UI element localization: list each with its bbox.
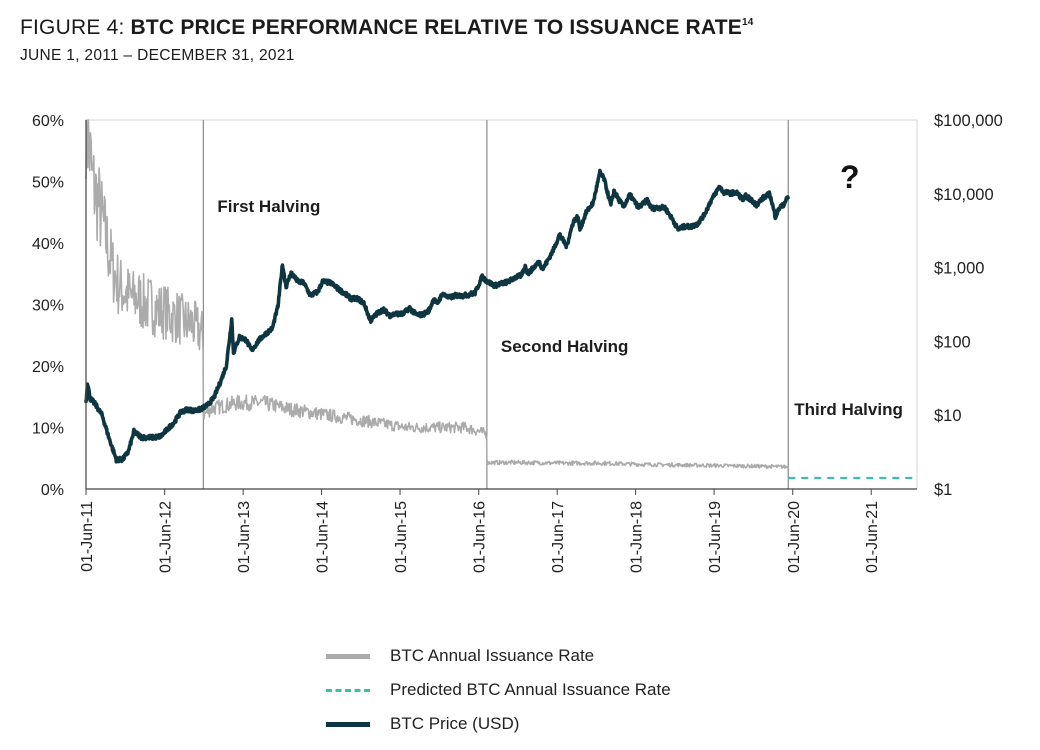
footnote-ref: 14 <box>741 17 754 28</box>
x-axis-tick-label: 01-Jun-18 <box>629 501 646 573</box>
left-axis-tick-label: 10% <box>32 421 64 438</box>
x-axis-tick-label: 01-Jun-14 <box>315 501 332 573</box>
left-axis-tick-label: 40% <box>32 236 64 253</box>
legend-item-predicted: Predicted BTC Annual Issuance Rate <box>326 678 671 702</box>
left-axis-tick-label: 30% <box>32 298 64 315</box>
right-axis-tick-label: $1,000 <box>934 260 984 278</box>
right-axis-tick-label: $1 <box>934 481 952 499</box>
x-axis-tick-label: 01-Jun-17 <box>550 501 567 573</box>
chart-subtitle: JUNE 1, 2011 – DECEMBER 31, 2021 <box>20 47 295 64</box>
x-axis-tick-label: 01-Jun-19 <box>707 501 724 573</box>
right-axis-tick-label: $100,000 <box>934 112 1003 130</box>
right-axis-tick-label: $10 <box>934 407 962 425</box>
right-axis-tick-label: $10,000 <box>934 186 994 204</box>
x-axis-tick-label: 01-Jun-13 <box>236 501 253 573</box>
legend-item-price: BTC Price (USD) <box>326 712 519 736</box>
legend-swatch-price <box>326 721 370 727</box>
left-axis-tick-label: 20% <box>32 359 64 376</box>
legend-swatch-predicted <box>326 688 370 692</box>
title-text: BTC PRICE PERFORMANCE RELATIVE TO ISSUAN… <box>130 16 742 39</box>
x-axis-tick-label: 01-Jun-16 <box>472 501 489 573</box>
legend-label-price: BTC Price (USD) <box>390 714 520 733</box>
figure-prefix: FIGURE 4: <box>20 16 131 39</box>
left-axis-tick-label: 0% <box>41 482 64 499</box>
legend-item-issuance: BTC Annual Issuance Rate <box>326 644 594 668</box>
x-axis-tick-label: 01-Jun-11 <box>79 501 96 572</box>
chart-title: FIGURE 4: BTC PRICE PERFORMANCE RELATIVE… <box>20 16 754 40</box>
legend-label-issuance: BTC Annual Issuance Rate <box>390 646 595 665</box>
legend-label-predicted: Predicted BTC Annual Issuance Rate <box>390 680 671 699</box>
left-axis-tick-label: 60% <box>32 113 64 130</box>
x-axis-tick-label: 01-Jun-15 <box>393 501 410 573</box>
left-axis-tick-label: 50% <box>32 175 64 192</box>
series-line-price <box>84 168 790 464</box>
legend-swatch-issuance <box>326 653 370 659</box>
x-axis-tick-label: 01-Jun-21 <box>864 501 881 573</box>
series-line-issuance <box>85 119 789 469</box>
chart-canvas: First Halving Second Halving Third Halving… <box>32 112 1003 573</box>
question-mark: ? <box>840 159 860 195</box>
halving-label: Third Halving <box>794 400 903 419</box>
x-axis-tick-label: 01-Jun-12 <box>158 501 175 573</box>
x-axis-tick-label: 01-Jun-20 <box>786 501 803 573</box>
halving-label: First Halving <box>217 197 320 216</box>
halving-label: Second Halving <box>501 337 629 356</box>
right-axis-tick-label: $100 <box>934 333 971 351</box>
